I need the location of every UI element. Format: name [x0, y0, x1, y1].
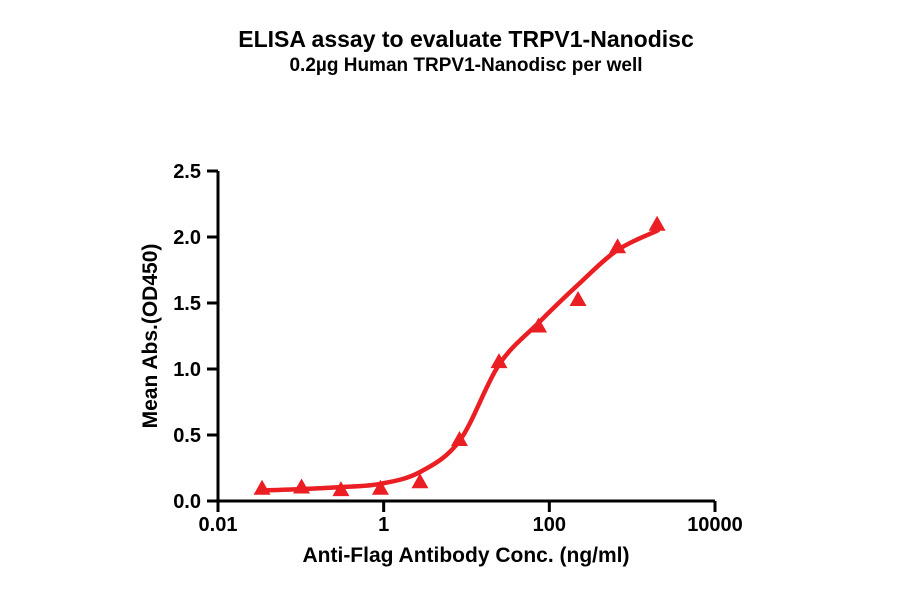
data-point-marker [569, 291, 587, 307]
data-point-marker [530, 317, 548, 333]
y-tick-label: 1.5 [173, 293, 201, 315]
data-point-marker [411, 473, 429, 489]
data-point-marker [332, 481, 350, 497]
axis-spine [216, 171, 715, 503]
data-point-marker [293, 478, 311, 494]
chart-title: ELISA assay to evaluate TRPV1-Nanodisc [238, 26, 694, 52]
data-point-marker [490, 353, 508, 369]
y-tick-label: 0.0 [173, 491, 201, 513]
x-tick-label: 10000 [687, 514, 743, 536]
fit-curve [259, 228, 661, 493]
x-tick-label: 1 [378, 514, 389, 536]
data-point-marker [450, 430, 468, 446]
data-point-marker [371, 479, 389, 495]
y-tick-label: 2.0 [173, 227, 201, 249]
x-axis-title: Anti-Flag Antibody Conc. (ng/ml) [302, 544, 630, 567]
chart-subtitle: 0.2µg Human TRPV1-Nanodisc per well [289, 55, 643, 76]
data-point-marker [253, 479, 271, 495]
x-tick-label: 0.01 [199, 514, 238, 536]
y-tick-label: 2.5 [173, 161, 201, 183]
x-tick-label: 100 [533, 514, 566, 536]
y-tick-label: 0.5 [173, 425, 201, 447]
y-tick-label: 1.0 [173, 359, 201, 381]
data-point-marker [648, 215, 666, 231]
data-point-marker [609, 238, 627, 254]
